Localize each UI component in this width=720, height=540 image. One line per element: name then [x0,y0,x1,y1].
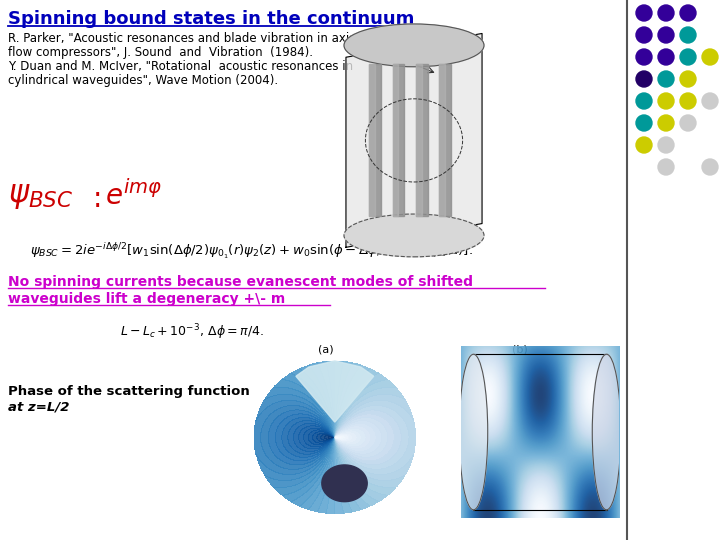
Polygon shape [322,465,367,502]
Text: $L - L_c + 10^{-3},\,\Delta\phi = \pi/4.$: $L - L_c + 10^{-3},\,\Delta\phi = \pi/4.… [120,322,264,342]
Text: (b): (b) [512,345,528,355]
Circle shape [658,159,674,175]
Text: flow compressors", J. Sound  and  Vibration  (1984).: flow compressors", J. Sound and Vibratio… [8,46,313,59]
Circle shape [658,115,674,131]
Polygon shape [369,64,381,217]
Ellipse shape [344,24,484,67]
Circle shape [636,115,652,131]
Circle shape [680,27,696,43]
Text: R. Parker, "Acoustic resonances and blade vibration in axial: R. Parker, "Acoustic resonances and blad… [8,32,360,45]
Circle shape [680,115,696,131]
Circle shape [702,93,718,109]
Polygon shape [369,64,375,217]
Text: Y. Duan and M. McIver, "Rotational  acoustic resonances in: Y. Duan and M. McIver, "Rotational acous… [8,60,353,73]
Polygon shape [416,64,428,217]
Text: $e^{im\varphi}$: $e^{im\varphi}$ [105,180,162,211]
Circle shape [658,71,674,87]
Polygon shape [392,64,405,217]
Circle shape [702,159,718,175]
Text: $:$: $:$ [87,185,101,213]
Text: waveguides lift a degeneracy +\- m: waveguides lift a degeneracy +\- m [8,292,285,306]
Circle shape [636,5,652,21]
Polygon shape [439,64,451,217]
Text: $\psi_{BSC}$: $\psi_{BSC}$ [8,182,73,211]
Polygon shape [416,64,422,217]
Circle shape [680,49,696,65]
Circle shape [636,49,652,65]
Text: No spinning currents because evanescent modes of shifted: No spinning currents because evanescent … [8,275,473,289]
Polygon shape [439,64,445,217]
Ellipse shape [344,214,484,257]
Circle shape [636,27,652,43]
Circle shape [680,71,696,87]
Polygon shape [346,33,482,247]
Circle shape [680,5,696,21]
Circle shape [636,93,652,109]
Polygon shape [296,361,374,422]
Circle shape [658,5,674,21]
Text: at z=L/2: at z=L/2 [8,400,70,413]
Text: Phase of the scattering function: Phase of the scattering function [8,385,250,398]
Text: (a): (a) [318,345,333,355]
Text: $\psi_{BSC} = 2ie^{-i\Delta\phi/2}[w_1\sin(\Delta\phi/2)\psi_{0_1}(r)\psi_2(z) +: $\psi_{BSC} = 2ie^{-i\Delta\phi/2}[w_1\s… [30,242,473,261]
Circle shape [636,137,652,153]
Circle shape [658,93,674,109]
Text: cylindrical waveguides", Wave Motion (2004).: cylindrical waveguides", Wave Motion (20… [8,74,278,87]
Circle shape [658,137,674,153]
Ellipse shape [593,354,621,510]
Circle shape [636,71,652,87]
Text: Spinning bound states in the continuum: Spinning bound states in the continuum [8,10,415,28]
Circle shape [658,27,674,43]
Circle shape [702,49,718,65]
Circle shape [658,49,674,65]
Circle shape [680,93,696,109]
Polygon shape [392,64,398,217]
Ellipse shape [459,354,487,510]
